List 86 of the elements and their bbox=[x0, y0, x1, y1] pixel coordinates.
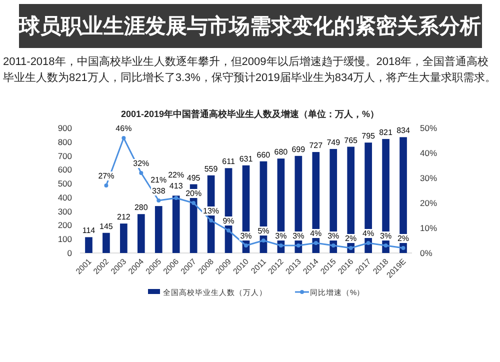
data-label: 32% bbox=[133, 159, 150, 168]
point bbox=[104, 184, 108, 188]
data-label: 611 bbox=[222, 157, 236, 166]
data-label: 4% bbox=[362, 229, 374, 238]
point bbox=[156, 198, 161, 202]
bar bbox=[154, 206, 162, 253]
point bbox=[244, 244, 248, 248]
y-tick-label: 900 bbox=[58, 123, 72, 133]
bar bbox=[85, 237, 92, 253]
data-label: 413 bbox=[169, 182, 184, 191]
text: 2011-2018年，中国高校毕业生人数逐年攀升，但2009年以后增速趋于缓慢。2018年，全国普通高校毕业生人数为821万人，同比增长了3.3%，保守预计2019届毕业生为834万人，将产生大量求职需求。 bbox=[2, 54, 497, 86]
point bbox=[261, 238, 266, 242]
data-label: 2% bbox=[345, 234, 357, 243]
bar bbox=[312, 152, 320, 253]
data-label: 3% bbox=[380, 232, 392, 240]
y2-tick-label: 50% bbox=[420, 123, 438, 133]
point bbox=[192, 201, 196, 205]
data-label: 338 bbox=[152, 186, 166, 196]
y2-tick-label: 0% bbox=[420, 248, 433, 258]
data-label: 3% bbox=[275, 232, 287, 240]
data-label: 2% bbox=[397, 234, 410, 243]
point bbox=[314, 241, 318, 245]
data-label: 280 bbox=[134, 203, 148, 212]
bar bbox=[137, 214, 145, 253]
data-label: 749 bbox=[326, 138, 341, 147]
data-label: 21% bbox=[150, 176, 167, 184]
point bbox=[209, 218, 214, 222]
data-label: 4% bbox=[310, 229, 322, 238]
y2-tick-label: 20% bbox=[420, 198, 438, 208]
data-label: 821 bbox=[379, 128, 394, 137]
point bbox=[331, 244, 336, 248]
data-label: 727 bbox=[309, 141, 324, 150]
y-tick-label: 700 bbox=[58, 150, 72, 161]
point bbox=[401, 246, 406, 250]
y-tick-label: 400 bbox=[58, 192, 72, 202]
point bbox=[296, 244, 300, 248]
data-label: 765 bbox=[344, 136, 358, 145]
bar bbox=[347, 146, 355, 253]
y-tick-label: 200 bbox=[58, 220, 72, 230]
data-label: 3% bbox=[240, 232, 252, 240]
data-label: 631 bbox=[239, 154, 254, 164]
point bbox=[348, 246, 353, 250]
point bbox=[384, 244, 388, 248]
point bbox=[226, 228, 231, 232]
bar bbox=[400, 137, 407, 253]
point bbox=[174, 196, 178, 200]
data-label: 699 bbox=[292, 144, 306, 154]
point bbox=[122, 136, 126, 140]
y-tick-label: 600 bbox=[58, 164, 72, 175]
y-tick-label: 800 bbox=[58, 136, 72, 147]
data-label: 9% bbox=[222, 216, 234, 226]
data-label: 3% bbox=[328, 232, 340, 240]
data-label: 27% bbox=[98, 172, 114, 180]
data-label: 46% bbox=[116, 124, 132, 133]
data-label: 145 bbox=[100, 222, 114, 231]
y-tick-label: 100 bbox=[58, 234, 72, 244]
data-label: 680 bbox=[274, 148, 288, 157]
bar bbox=[364, 142, 372, 253]
data-label: 114 bbox=[82, 226, 96, 236]
data-label: 13% bbox=[203, 206, 220, 216]
data-label: 20% bbox=[186, 189, 202, 198]
data-label: 3% bbox=[292, 232, 304, 240]
y2-tick-label: 40% bbox=[420, 148, 438, 158]
data-label: 559 bbox=[204, 164, 218, 174]
text: 球员职业生涯发展与市场需求变化的紧密关系分析 bbox=[18, 14, 481, 38]
data-label: 5% bbox=[258, 226, 270, 236]
point bbox=[278, 244, 283, 248]
y2-tick-label: 30% bbox=[420, 173, 438, 183]
bar bbox=[382, 138, 390, 253]
point bbox=[139, 171, 144, 175]
data-label: 212 bbox=[117, 212, 131, 222]
bar bbox=[172, 196, 180, 253]
y2-tick-label: 10% bbox=[420, 223, 438, 233]
data-label: 22% bbox=[168, 170, 184, 180]
bar bbox=[330, 148, 338, 253]
data-label: 495 bbox=[186, 173, 201, 182]
data-label: 795 bbox=[362, 132, 376, 141]
y-tick-label: 0 bbox=[67, 248, 72, 258]
data-label: 660 bbox=[256, 150, 271, 160]
y-tick-label: 300 bbox=[58, 206, 72, 216]
chart-title: 2001-2019年中国普通高校毕业生人数及增速（单位：万人，%） bbox=[120, 108, 380, 119]
data-label: 834 bbox=[396, 126, 410, 136]
bar bbox=[120, 224, 128, 253]
point bbox=[366, 241, 370, 245]
y-tick-label: 500 bbox=[58, 178, 72, 189]
bar bbox=[102, 232, 110, 253]
